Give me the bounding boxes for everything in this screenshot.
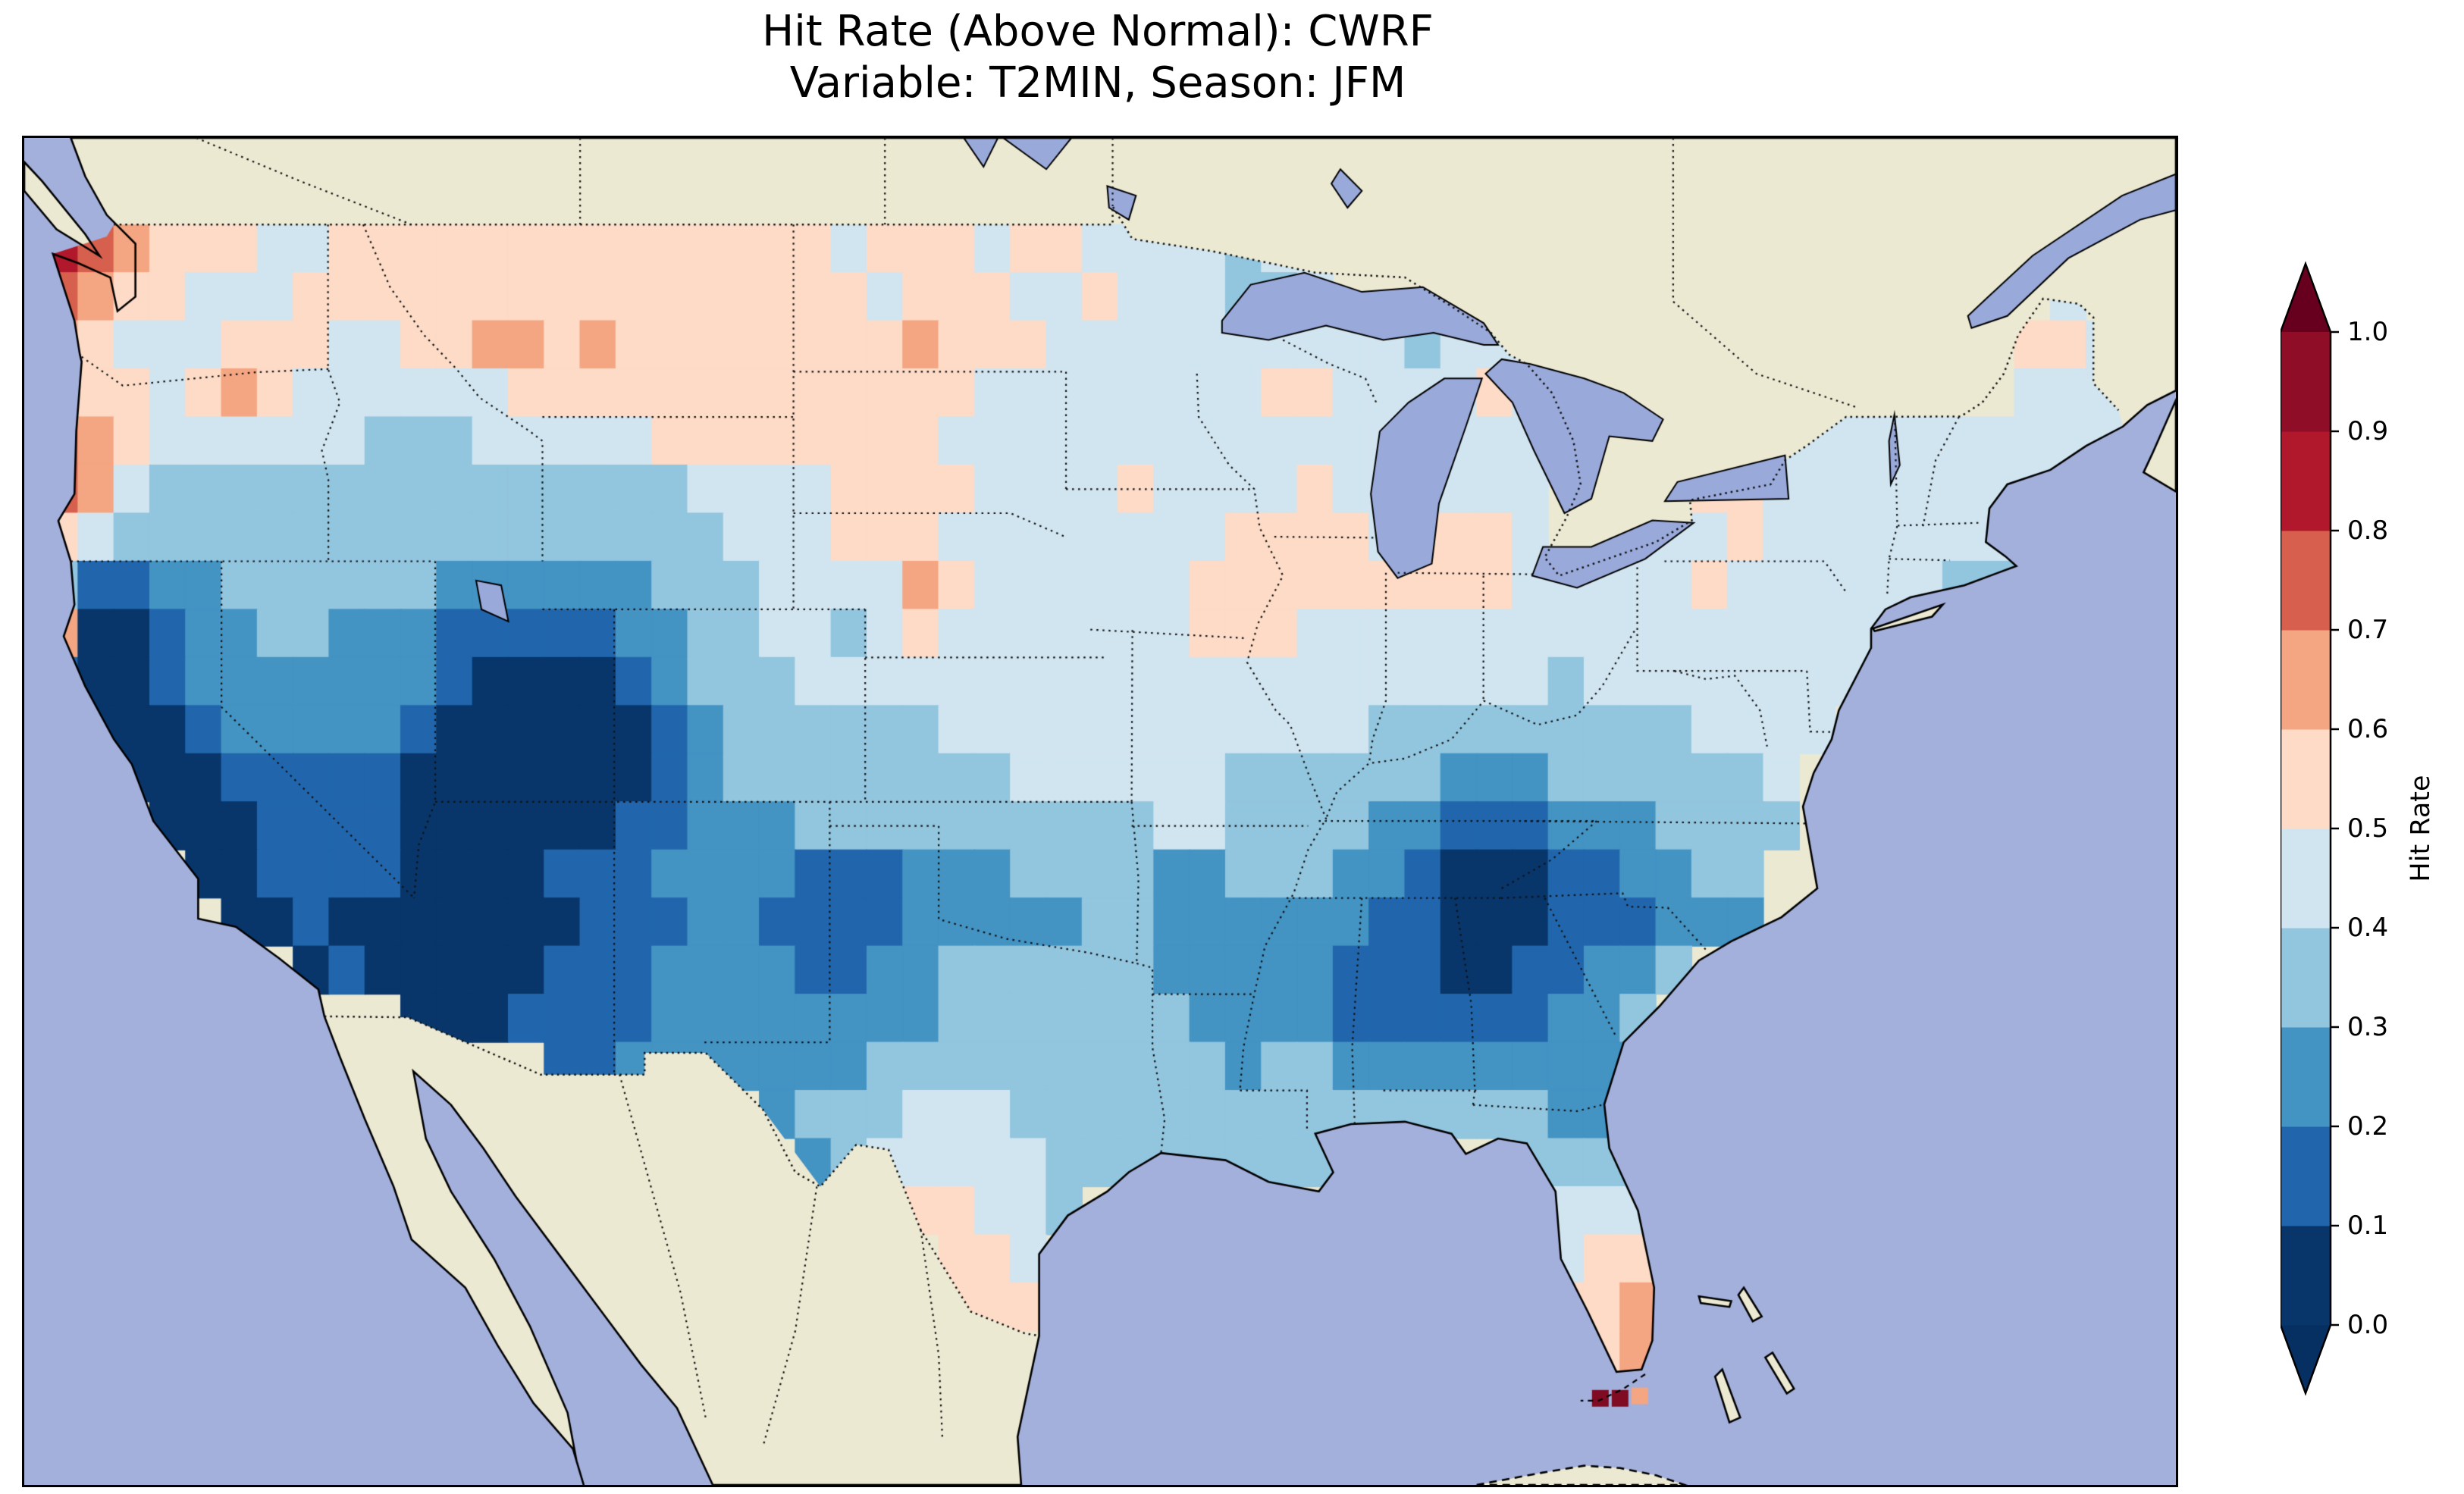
colorbar-band xyxy=(2281,828,2331,929)
map-axes xyxy=(22,136,2178,1487)
colorbar-tick-label: 0.3 xyxy=(2347,1012,2388,1042)
colorbar-band xyxy=(2281,431,2331,531)
colorbar-scale: 1.0 0.9 0.8 0.7 0.6 0.5 0.4 0.3 0.2 0.1 0.0 Hit Rat… xyxy=(2279,261,2436,1396)
chart-title-line1: Hit Rate (Above Normal): CWRF xyxy=(762,7,1434,56)
colorbar-tick-label: 0.4 xyxy=(2347,913,2388,943)
colorbar-band xyxy=(2281,1126,2331,1226)
colorbar: 1.0 0.9 0.8 0.7 0.6 0.5 0.4 0.3 0.2 0.1 0.0 Hit Rat… xyxy=(2279,258,2464,1417)
colorbar-band xyxy=(2281,630,2331,730)
colorbar-tick-label: 0.2 xyxy=(2347,1111,2388,1142)
colorbar-tick-label: 0.5 xyxy=(2347,813,2388,844)
colorbar-tick-label: 0.9 xyxy=(2347,416,2388,446)
colorbar-tick-label: 1.0 xyxy=(2347,317,2388,347)
chart-title: Hit Rate (Above Normal): CWRF Variable: … xyxy=(22,6,2174,110)
colorbar-tick-label: 0.7 xyxy=(2347,615,2388,645)
colorbar-tick-label: 0.8 xyxy=(2347,515,2388,546)
colorbar-band xyxy=(2281,332,2331,432)
colorbar-band xyxy=(2281,729,2331,829)
colorbar-tick-label: 0.0 xyxy=(2347,1310,2388,1340)
colorbar-band xyxy=(2281,1226,2331,1326)
chart-title-line2: Variable: T2MIN, Season: JFM xyxy=(789,58,1406,108)
colorbar-tick-label: 0.6 xyxy=(2347,714,2388,744)
colorbar-over-arrow xyxy=(2281,264,2331,332)
colorbar-axis-label: Hit Rate xyxy=(2406,775,2436,882)
colorbar-tick-label: 0.1 xyxy=(2347,1211,2388,1241)
colorbar-band xyxy=(2281,928,2331,1028)
colorbar-band xyxy=(2281,531,2331,631)
colorbar-under-arrow xyxy=(2281,1325,2331,1393)
us-hit-rate-heatmap xyxy=(24,138,2176,1485)
colorbar-band xyxy=(2281,1027,2331,1127)
